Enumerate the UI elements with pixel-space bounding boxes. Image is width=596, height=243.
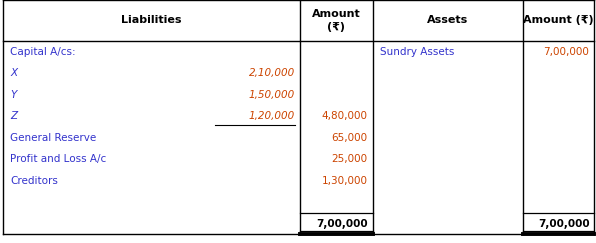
Text: Z: Z <box>10 111 17 121</box>
Text: X: X <box>10 68 17 78</box>
Text: Capital A/cs:: Capital A/cs: <box>10 47 76 57</box>
Text: Assets: Assets <box>427 15 468 26</box>
Text: Creditors: Creditors <box>10 176 58 186</box>
Text: General Reserve: General Reserve <box>10 133 97 143</box>
Text: Y: Y <box>10 90 17 100</box>
Text: 7,00,000: 7,00,000 <box>544 47 589 57</box>
Text: 4,80,000: 4,80,000 <box>322 111 368 121</box>
Text: 1,50,000: 1,50,000 <box>249 90 295 100</box>
Text: Sundry Assets: Sundry Assets <box>380 47 454 57</box>
Text: 7,00,000: 7,00,000 <box>316 219 368 229</box>
Text: 2,10,000: 2,10,000 <box>249 68 295 78</box>
Text: 25,000: 25,000 <box>331 154 368 164</box>
Text: 7,00,000: 7,00,000 <box>538 219 589 229</box>
Text: 1,20,000: 1,20,000 <box>249 111 295 121</box>
Text: Liabilities: Liabilities <box>121 15 182 26</box>
Text: Amount (₹): Amount (₹) <box>523 15 594 26</box>
Text: Amount
(₹): Amount (₹) <box>312 9 361 32</box>
Text: Profit and Loss A/c: Profit and Loss A/c <box>10 154 106 164</box>
Text: 1,30,000: 1,30,000 <box>322 176 368 186</box>
Text: 65,000: 65,000 <box>331 133 368 143</box>
